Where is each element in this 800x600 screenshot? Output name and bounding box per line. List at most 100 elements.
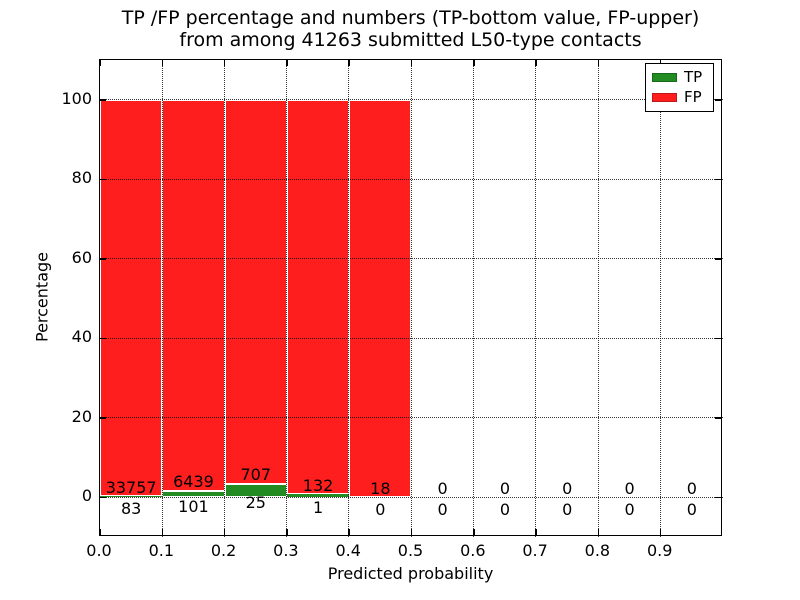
y-tick-label: 60 <box>71 247 92 267</box>
tick-mark-y <box>715 417 721 419</box>
gridline-vertical <box>659 60 661 537</box>
bar-segment-fp <box>162 99 225 492</box>
tick-mark-x <box>99 529 101 535</box>
gridline-vertical <box>473 60 475 537</box>
tick-mark-y <box>100 258 106 260</box>
x-tick-label: 0.3 <box>273 541 299 560</box>
tp-count-label: 0 <box>624 499 635 519</box>
gridline-vertical <box>223 60 225 537</box>
x-tick-label: 0.8 <box>584 541 611 560</box>
tp-count-label: 1 <box>312 498 324 518</box>
gridline-horizontal <box>100 496 723 498</box>
x-tick-label: 0.2 <box>210 541 237 560</box>
tick-mark-x <box>473 60 475 66</box>
bar-segment-tp <box>286 494 350 498</box>
tick-mark-x <box>99 60 101 66</box>
gridline-horizontal <box>100 178 723 180</box>
fp-count-label: 707 <box>240 464 272 484</box>
legend-label-tp: TP <box>684 68 703 87</box>
y-tick-label: 40 <box>71 327 92 347</box>
fp-color-swatch <box>652 92 677 102</box>
tick-mark-y <box>100 337 106 339</box>
tick-mark-x <box>659 529 662 535</box>
legend: TP FP <box>645 63 714 112</box>
chart-title-line1: TP /FP percentage and numbers (TP-bottom… <box>121 7 700 29</box>
tick-mark-x <box>597 60 600 66</box>
tp-count-label: 83 <box>120 499 142 519</box>
tick-mark-x <box>535 60 537 66</box>
tick-mark-y <box>715 337 721 339</box>
bar-segment-fp <box>224 99 287 484</box>
tick-mark-x <box>473 529 475 535</box>
x-tick-label: 0.0 <box>86 541 112 560</box>
gridline-vertical <box>161 60 163 537</box>
tick-mark-x <box>348 529 350 535</box>
tick-mark-y <box>100 417 106 419</box>
tick-mark-x <box>223 529 226 535</box>
x-tick-label: 0.1 <box>148 541 175 560</box>
fp-count-label: 0 <box>686 478 697 498</box>
y-tick-label: 0 <box>81 486 92 506</box>
fp-count-label: 33757 <box>105 477 157 497</box>
fp-count-label: 0 <box>437 478 448 498</box>
bar-segment-fp <box>349 99 412 498</box>
tp-count-label: 0 <box>562 499 573 519</box>
chart-title: TP /FP percentage and numbers (TP-bottom… <box>99 7 722 51</box>
tick-mark-x <box>223 60 226 66</box>
gridline-vertical <box>535 60 537 537</box>
chart-title-line2: from among 41263 submitted L50-type cont… <box>179 29 642 51</box>
plot-area: 33757 83 6439 101 707 25 132 1 18 0 0 0 0 0 0 0 0 0 0 0 <box>99 59 723 537</box>
x-tick-label: 0.5 <box>397 541 424 560</box>
legend-item-fp: FP <box>652 87 707 106</box>
gridline-vertical <box>597 60 599 537</box>
x-axis-label: Predicted probability <box>327 564 494 583</box>
tick-mark-y <box>715 258 721 260</box>
tick-mark-y <box>715 178 721 180</box>
tp-count-label: 25 <box>245 493 266 513</box>
gridline-horizontal <box>100 337 723 339</box>
tick-mark-x <box>597 529 600 535</box>
tick-mark-x <box>286 529 288 535</box>
legend-label-fp: FP <box>684 87 702 106</box>
tick-mark-y <box>100 99 106 101</box>
bar-segment-fp <box>100 99 163 497</box>
x-tick-label: 0.6 <box>460 541 486 560</box>
x-tick-label: 0.9 <box>646 541 673 560</box>
fp-count-label: 0 <box>499 478 511 498</box>
bar-segment-fp <box>286 99 350 495</box>
fp-count-label: 0 <box>562 478 573 498</box>
tick-mark-x <box>410 529 413 535</box>
tick-mark-x <box>348 60 350 66</box>
tp-count-label: 0 <box>686 499 697 519</box>
gridline-vertical <box>286 60 288 537</box>
fp-count-label: 132 <box>302 475 334 495</box>
x-tick-label: 0.4 <box>335 541 361 560</box>
tick-mark-x <box>410 60 413 66</box>
y-tick-label: 100 <box>61 88 92 108</box>
tp-count-label: 0 <box>499 499 511 519</box>
tick-mark-y <box>715 99 721 101</box>
tick-mark-x <box>161 60 164 66</box>
tp-count-label: 0 <box>437 499 448 519</box>
x-tick-label: 0.7 <box>522 541 548 560</box>
y-tick-label: 20 <box>71 406 92 426</box>
tp-count-label: 0 <box>375 499 386 519</box>
tick-mark-x <box>535 529 537 535</box>
fp-count-label: 0 <box>624 478 635 498</box>
fp-count-label: 18 <box>370 478 391 498</box>
tick-mark-y <box>715 496 721 498</box>
fp-count-label: 6439 <box>173 472 214 492</box>
legend-item-tp: TP <box>652 70 707 85</box>
tick-mark-x <box>161 529 164 535</box>
tick-mark-x <box>286 60 288 66</box>
gridline-horizontal <box>100 258 723 259</box>
gridline-vertical <box>348 60 350 537</box>
gridline-horizontal <box>100 417 723 418</box>
tick-mark-y <box>100 178 106 180</box>
gridline-horizontal <box>100 99 723 100</box>
y-tick-label: 80 <box>71 168 92 188</box>
gridline-vertical <box>410 60 412 537</box>
tick-mark-y <box>100 496 106 498</box>
tp-color-swatch <box>652 73 677 83</box>
